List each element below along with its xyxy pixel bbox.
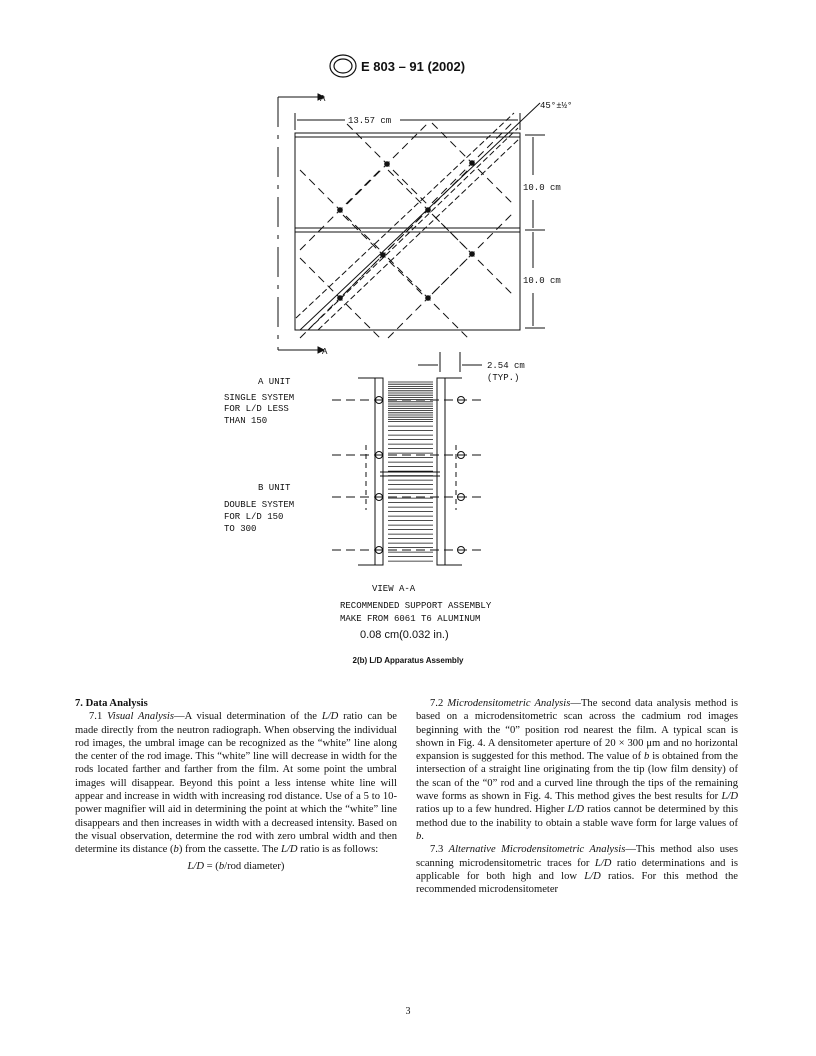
rod: [457, 546, 465, 554]
text-run: L/D: [584, 870, 601, 882]
rod: [375, 546, 383, 554]
paragraph: 7.1 Visual Analysis—A visual determinati…: [75, 710, 397, 856]
text-run: ratios. For this method the recommended …: [416, 870, 738, 896]
arrowhead: [317, 346, 326, 354]
text-run: .: [421, 830, 424, 842]
rod: [375, 451, 383, 459]
rod: [425, 207, 431, 213]
rod: [375, 396, 383, 404]
rod: [469, 160, 475, 166]
text-run: ratio is as follows:: [297, 844, 379, 856]
text-run: b: [644, 751, 650, 763]
rod: [469, 251, 475, 257]
equation: L/D = (b/rod diameter): [75, 860, 397, 873]
text-run: ratios up to a few hundred. Higher: [416, 804, 568, 816]
text-run: 7.3: [430, 844, 449, 856]
text-run: L/D: [594, 857, 612, 869]
unit-label: B UNIT: [258, 483, 291, 493]
note: RECOMMENDED SUPPORT ASSEMBLY: [340, 601, 492, 611]
dim-label: 10.0 cm: [523, 276, 561, 286]
text-run: 7.2: [430, 698, 448, 709]
angle-line: [317, 137, 521, 331]
text-run: —The second data analysis method is base…: [416, 698, 738, 763]
text-run: is obtained from the intersection of a s…: [416, 751, 738, 803]
figure: E 803 – 91 (2002) A 13.57 cm 45°±½° 10.0…: [224, 54, 572, 665]
section-label: A: [320, 94, 326, 104]
right-column: 7.2 Microdensitometric Analysis—The seco…: [416, 697, 738, 896]
text-run: ) from the cassette. The: [178, 844, 282, 856]
rod: [337, 207, 343, 213]
dim-label: 13.57 cm: [348, 116, 391, 126]
rod: [375, 493, 383, 501]
unit-note: THAN 150: [224, 416, 267, 426]
dim-label: 10.0 cm: [523, 183, 561, 193]
text-run: L/D: [321, 711, 339, 723]
section-label: A: [322, 347, 328, 357]
designation: E 803 – 91 (2002): [361, 59, 465, 74]
text-run: = (: [204, 860, 219, 872]
text-run: b: [416, 830, 422, 842]
text-run: b: [173, 844, 179, 856]
unit-note: DOUBLE SYSTEM: [224, 500, 294, 510]
paragraph: 7.2 Microdensitometric Analysis—The seco…: [416, 697, 738, 843]
page-number: 3: [405, 1006, 411, 1017]
rod: [457, 493, 465, 501]
text-run: Microdensitometric Analysis: [447, 698, 571, 709]
text-run: Alternative Microdensitometric Analysis: [448, 844, 626, 856]
left-column: 7. Data Analysis 7.1 Visual Analysis—A v…: [75, 697, 397, 873]
unit-note: TO 300: [224, 524, 256, 534]
rod: [384, 161, 390, 167]
text-run: /rod diameter): [224, 860, 285, 872]
text-run: L/D: [567, 804, 585, 816]
arrowhead: [317, 93, 326, 101]
text-run: L/D: [281, 844, 298, 856]
unit-note: SINGLE SYSTEM: [224, 393, 294, 403]
rod: [457, 396, 465, 404]
section-heading: 7. Data Analysis: [75, 698, 148, 709]
text-run: —This method also uses scanning microden…: [416, 844, 738, 869]
note: MAKE FROM 6061 T6 ALUMINUM: [340, 614, 480, 624]
support-assembly: [332, 377, 482, 566]
rod: [337, 295, 343, 301]
view-label: VIEW A-A: [372, 584, 416, 594]
text-run: 7.1: [89, 711, 108, 723]
text-run: ratios cannot be determined by this meth…: [416, 804, 738, 829]
angle-label: 45°±½°: [540, 101, 572, 111]
rod: [457, 451, 465, 459]
angle-line: [307, 127, 519, 331]
text-run: L/D: [187, 860, 205, 872]
figure-caption: 2(b) L/D Apparatus Assembly: [353, 656, 465, 665]
astm-logo: [329, 54, 357, 78]
rod: [425, 295, 431, 301]
text-run: ratio can be made directly from the neut…: [75, 711, 398, 856]
paragraph: 7.3 Alternative Microdensitometric Analy…: [416, 843, 738, 896]
text-run: L/D: [721, 791, 739, 803]
dim-label: 2.54 cm: [487, 361, 525, 371]
text-run: ratio determinations and is applicable f…: [416, 857, 738, 882]
unit-label: A UNIT: [258, 377, 291, 387]
note: 0.08 cm(0.032 in.): [360, 629, 449, 641]
angle-line: [299, 102, 541, 331]
dim-label: (TYP.): [487, 373, 519, 383]
text-run: Visual Analysis: [107, 711, 174, 723]
text-run: —A visual determination of the: [173, 711, 322, 723]
angle-line: [295, 112, 515, 319]
text-run: b: [218, 860, 225, 872]
unit-note: FOR L/D LESS: [224, 404, 289, 414]
unit-note: FOR L/D 150: [224, 512, 283, 522]
rod: [380, 252, 386, 258]
